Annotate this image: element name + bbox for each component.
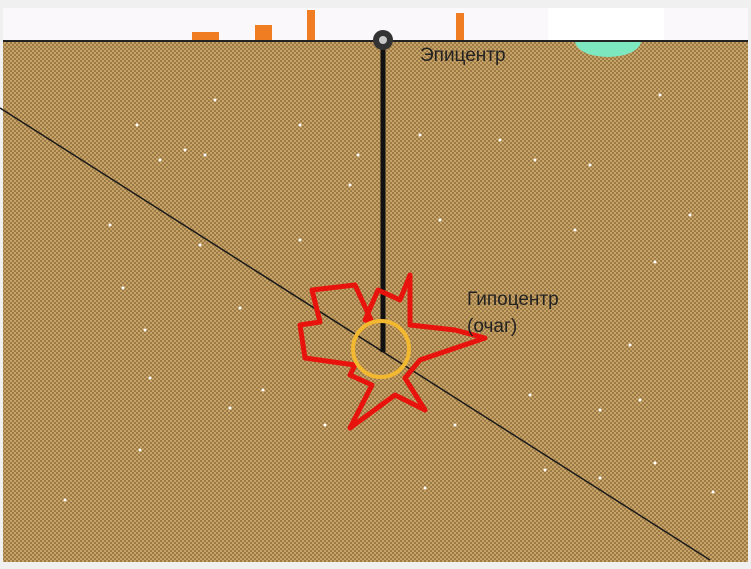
building xyxy=(192,32,219,41)
hypocenter-label: Гипоцентр xyxy=(467,289,559,310)
building xyxy=(456,13,464,41)
building-white xyxy=(548,8,664,41)
epicenter-label: Эпицентр xyxy=(420,45,506,66)
hypocenter-label: (очаг) xyxy=(467,316,517,337)
epicenter-marker-core xyxy=(379,36,387,44)
diagram: Эпицентр Гипоцентр (очаг) xyxy=(0,0,751,569)
building xyxy=(255,25,272,41)
building xyxy=(307,10,315,41)
page: {"labels": {"epicenter": "Эпицентр", "hy… xyxy=(0,0,751,569)
